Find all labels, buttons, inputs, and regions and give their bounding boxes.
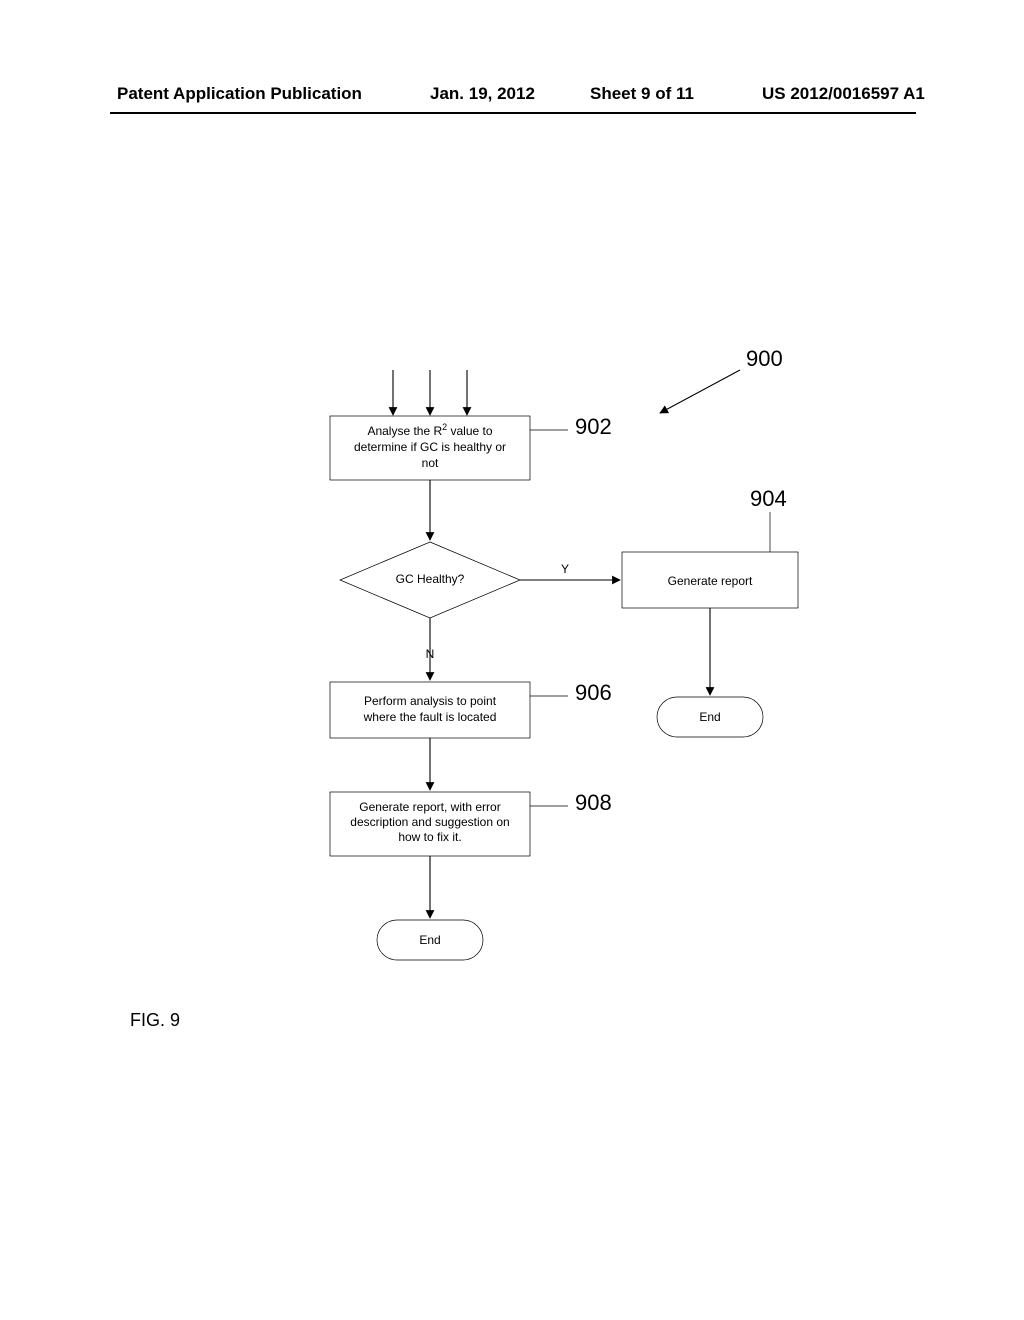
ref-902: 902 [575, 414, 612, 439]
yes-label: Y [561, 562, 569, 576]
step-906-line1: Perform analysis to point [364, 694, 497, 708]
header-date: Jan. 19, 2012 [430, 84, 535, 104]
header-appno: US 2012/0016597 A1 [762, 84, 925, 104]
ref-906: 906 [575, 680, 612, 705]
no-label: N [426, 647, 435, 661]
header-sheet: Sheet 9 of 11 [590, 84, 694, 104]
generate-report-text: Generate report [668, 574, 753, 588]
step-902-line3: not [422, 456, 439, 470]
ref-908: 908 [575, 790, 612, 815]
header-rule [110, 112, 916, 114]
step-906-line2: where the fault is located [363, 710, 497, 724]
header-publication: Patent Application Publication [117, 84, 362, 104]
step-908-line2: description and suggestion on [350, 815, 509, 829]
decision-text: GC Healthy? [396, 572, 465, 586]
step-902-line2: determine if GC is healthy or [354, 440, 506, 454]
step-908-line1: Generate report, with error [359, 800, 500, 814]
figure-label: FIG. 9 [130, 1010, 180, 1031]
end-right-text: End [699, 710, 720, 724]
ref-904: 904 [750, 486, 787, 511]
ref-900: 900 [746, 346, 783, 371]
leader-900 [660, 370, 740, 413]
end-bottom-text: End [419, 933, 440, 947]
step-902-line1: Analyse the R2 value to [367, 422, 492, 438]
step-908-line3: how to fix it. [398, 830, 461, 844]
flowchart: Analyse the R2 value to determine if GC … [0, 0, 1024, 1320]
